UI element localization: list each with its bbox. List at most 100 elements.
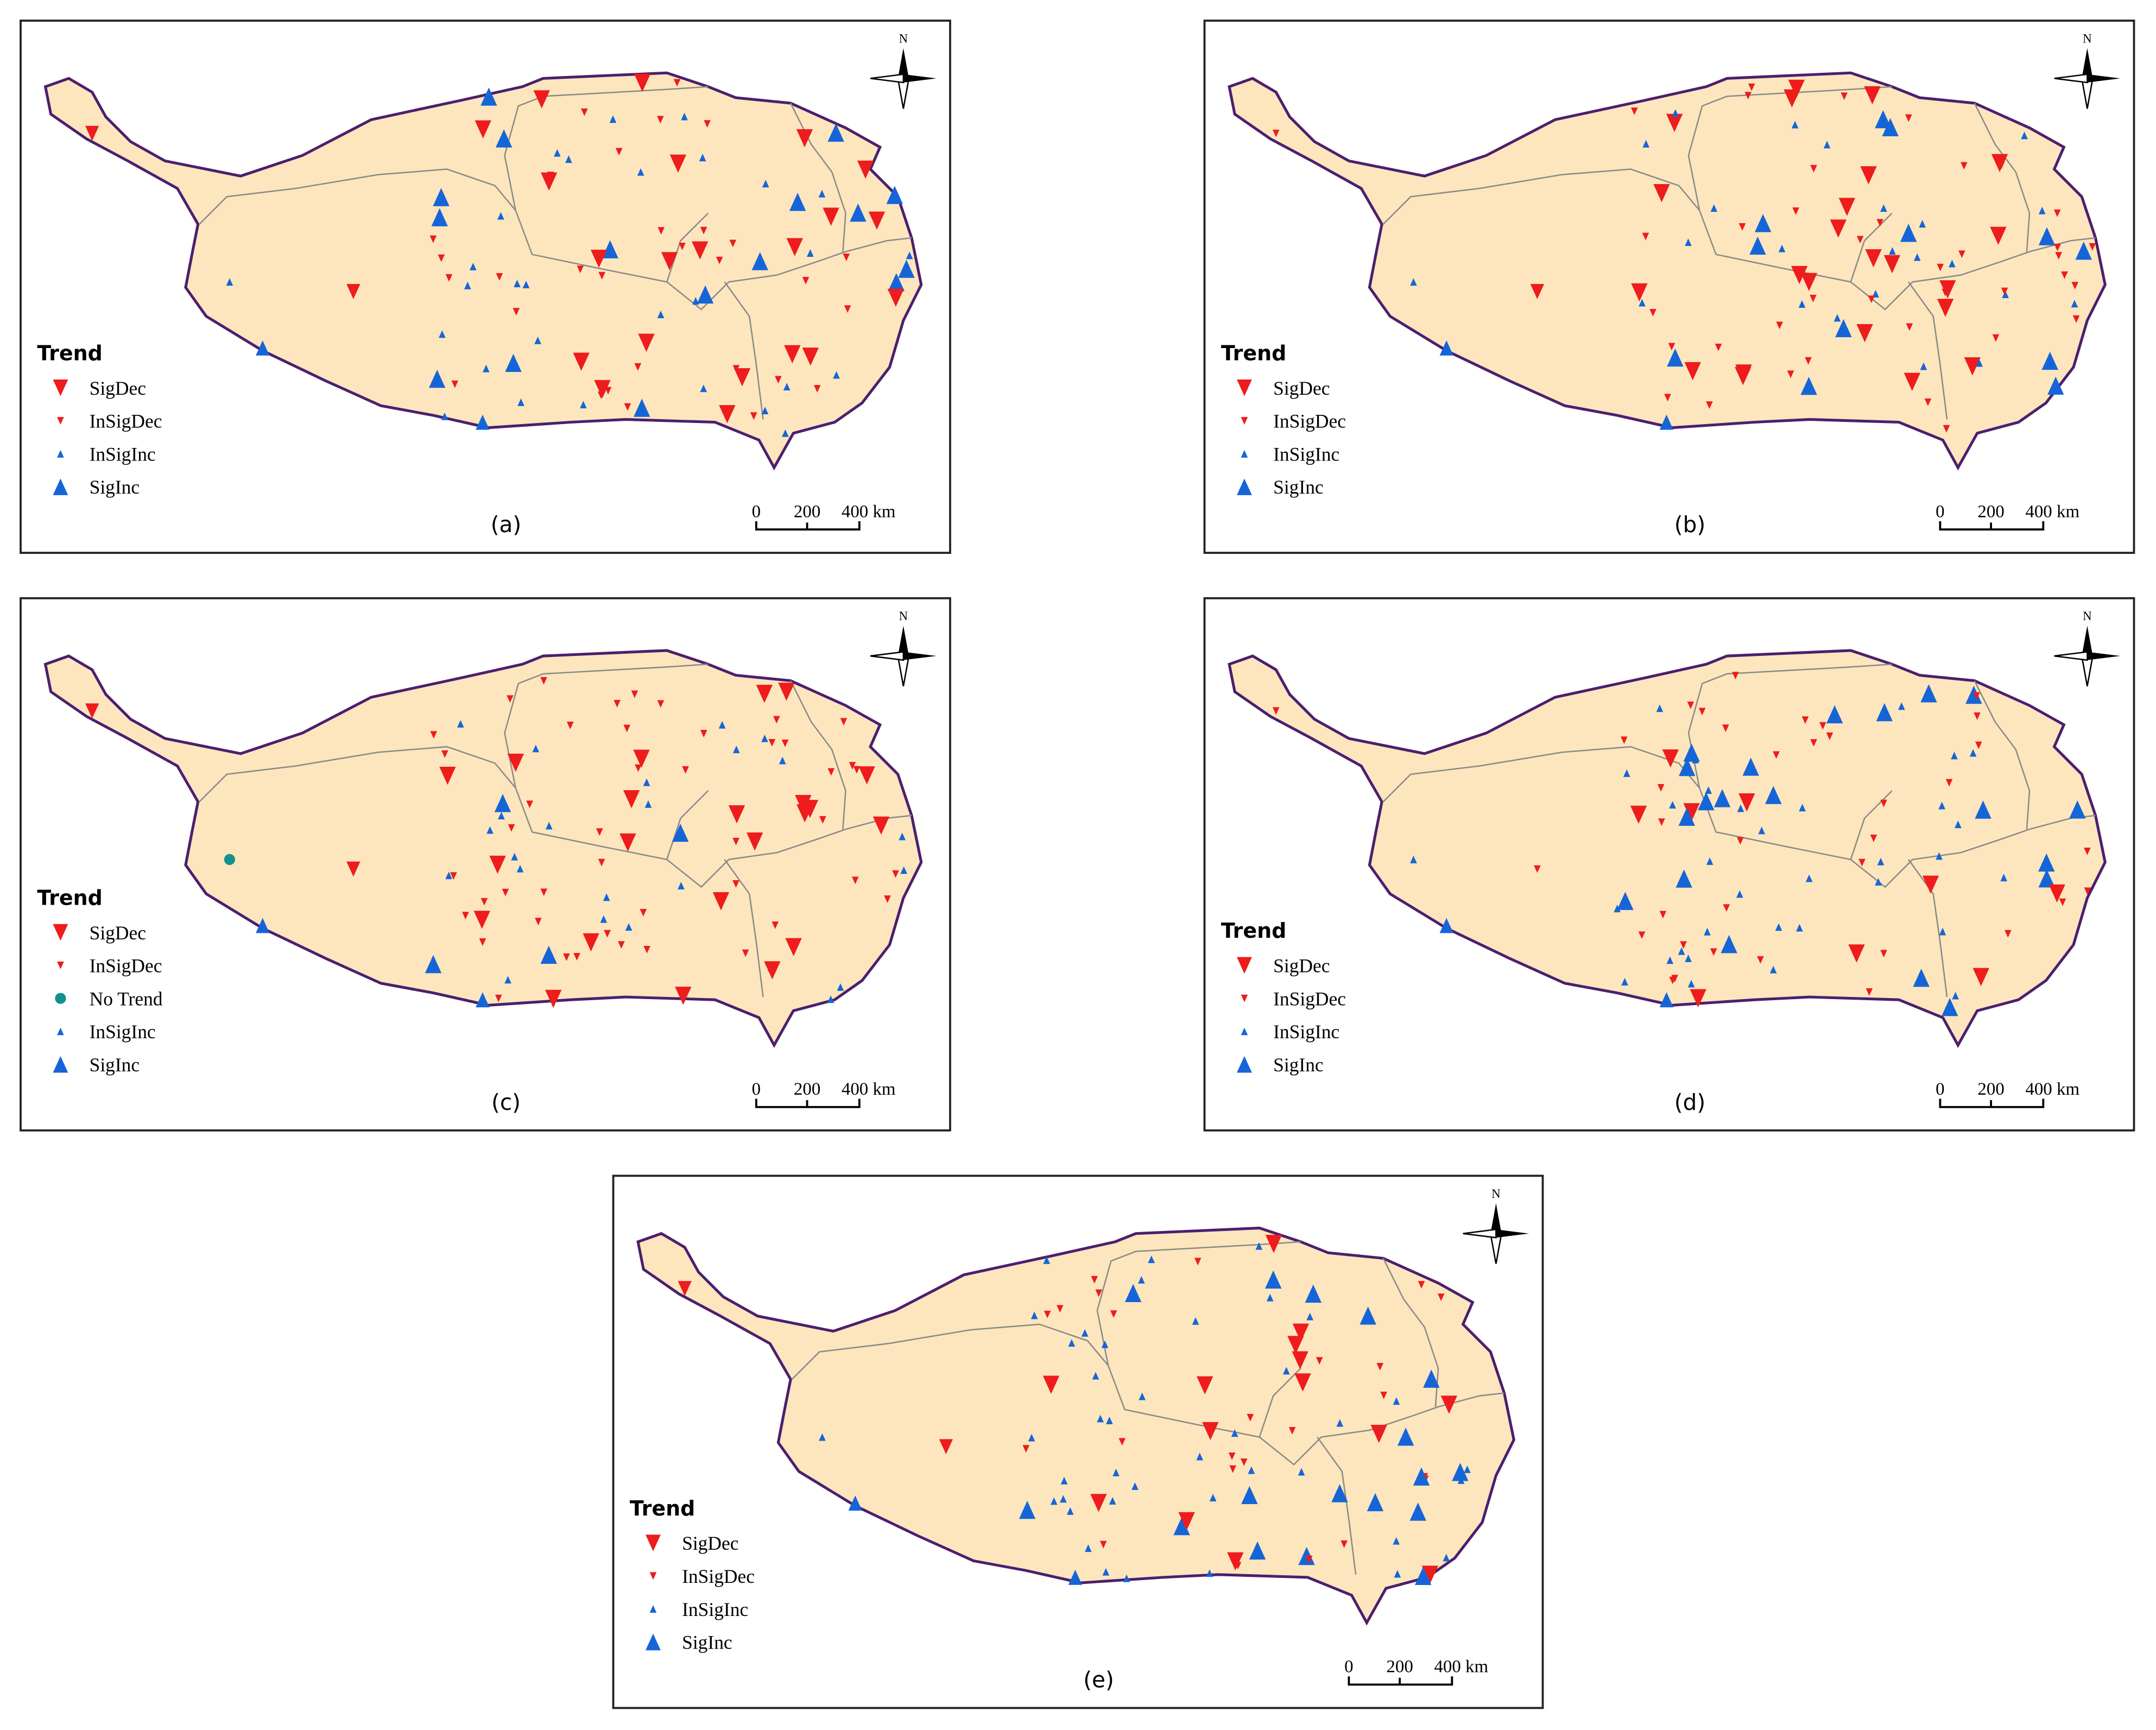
scale-bar <box>1939 521 2045 531</box>
legend-title: Trend <box>630 1497 695 1520</box>
station-sig-inc <box>1367 1493 1384 1512</box>
station-sig-dec <box>507 754 524 772</box>
station-sig-dec <box>634 73 651 92</box>
station-insig-inc <box>2021 131 2028 140</box>
station-sig-dec <box>540 172 558 191</box>
region-boundary <box>791 1323 1109 1380</box>
station <box>256 340 270 356</box>
plateau-outline <box>1228 649 2107 1048</box>
station <box>1659 992 1674 1008</box>
station-insig-inc <box>1394 1570 1401 1578</box>
station-insig-dec <box>634 363 642 371</box>
region-boundary <box>1850 212 1893 282</box>
station-insig-dec <box>849 762 856 770</box>
station-sig-dec <box>785 938 802 957</box>
station-insig-dec <box>1906 323 1913 331</box>
station-insig-dec <box>540 677 547 685</box>
station-sig-inc <box>1397 1428 1414 1446</box>
map-panel: N Trend SigDec InSigDec InSigInc SigInc (d) 0 20… <box>1203 597 2135 1132</box>
station-insig-inc <box>657 311 665 318</box>
station-sig-dec <box>1964 357 1981 376</box>
panel-label: (c) <box>491 1089 521 1115</box>
station-insig-dec <box>1856 236 1864 244</box>
station-insig-dec <box>657 700 665 708</box>
station-sig-inc <box>1414 1567 1432 1585</box>
station-sig-dec <box>1440 1396 1458 1414</box>
station-sig-inc <box>1423 1369 1440 1388</box>
station <box>1439 918 1453 933</box>
station-insig-inc <box>1769 965 1777 974</box>
station-insig-inc <box>532 744 540 753</box>
station-sig-dec <box>489 855 506 874</box>
legend-symbol <box>53 478 68 495</box>
station-sig-inc <box>1683 743 1700 762</box>
north-label: N <box>899 609 908 623</box>
station-sig-inc <box>2069 800 2086 819</box>
station-insig-dec <box>445 274 453 282</box>
station-sig-dec <box>796 804 813 823</box>
station-insig-dec <box>598 858 605 867</box>
station <box>1530 284 1545 299</box>
scale-label: 0 <box>752 1079 761 1099</box>
station-insig-inc <box>692 297 699 305</box>
station-sig-dec <box>1791 266 1808 285</box>
station <box>476 992 490 1008</box>
legend-item: No Trend <box>90 988 163 1009</box>
region-boundary <box>1096 1241 1301 1366</box>
station-insig-inc <box>439 330 446 338</box>
station-insig-dec <box>573 953 580 961</box>
station-insig-dec <box>1736 837 1744 845</box>
station-sig-dec <box>1922 875 1939 894</box>
station-insig-dec <box>1091 1276 1098 1284</box>
station-sig-dec <box>1788 79 1805 98</box>
station-insig-inc <box>899 832 906 841</box>
legend-item: SigInc <box>1273 1054 1324 1076</box>
station-insig-inc <box>678 882 685 889</box>
station-insig-inc <box>1123 1574 1130 1582</box>
station-insig-dec <box>742 949 749 957</box>
station-sig-inc <box>789 193 806 211</box>
station-sig-dec <box>746 832 763 851</box>
station-insig-inc <box>1209 1494 1217 1502</box>
station-sig-inc <box>751 252 768 270</box>
station-sig-inc <box>428 369 446 388</box>
station-insig-inc <box>1758 826 1766 835</box>
station-sig-inc <box>505 353 522 372</box>
station <box>476 414 490 430</box>
station-insig-inc <box>1139 1392 1146 1400</box>
station-sig-dec <box>473 911 490 929</box>
station-insig-dec <box>462 912 469 920</box>
legend-item: InSigDec <box>1273 411 1346 432</box>
station-insig-inc <box>681 112 688 121</box>
north-arrow: N <box>870 609 937 686</box>
station-sig-inc <box>1678 807 1695 826</box>
station-insig-inc <box>2038 206 2046 214</box>
station-insig-dec <box>1905 114 1912 122</box>
station-sig-inc <box>1826 705 1843 724</box>
scale-label: 200 <box>1977 1079 2004 1099</box>
station-sig-inc <box>480 87 497 106</box>
station-sig-dec <box>1630 805 1647 824</box>
station-sig-inc <box>1975 800 1991 819</box>
station-insig-dec <box>1801 716 1809 724</box>
station-insig-inc <box>553 149 561 157</box>
station-insig-dec <box>1787 370 1794 378</box>
region-boundary <box>666 212 709 282</box>
station-sig-inc <box>431 208 448 226</box>
station-sig-dec <box>1196 1376 1213 1395</box>
station-insig-inc <box>900 866 908 874</box>
station-sig-inc <box>1876 703 1893 722</box>
station-sig-dec <box>1287 1336 1304 1354</box>
panel-label: (b) <box>1674 512 1705 538</box>
station-insig-dec <box>640 908 647 917</box>
station-insig-dec <box>1056 1305 1064 1313</box>
legend-symbol <box>1237 1056 1252 1073</box>
station-insig-dec <box>615 148 623 156</box>
region-boundary <box>1687 663 1892 788</box>
station-insig-dec <box>1868 295 1875 304</box>
legend-symbol <box>1241 450 1248 458</box>
panel-label: (e) <box>1083 1666 1114 1693</box>
region-boundary <box>1259 1368 1301 1437</box>
station-insig-inc <box>1913 253 1921 261</box>
station-insig-dec <box>1992 334 2000 342</box>
